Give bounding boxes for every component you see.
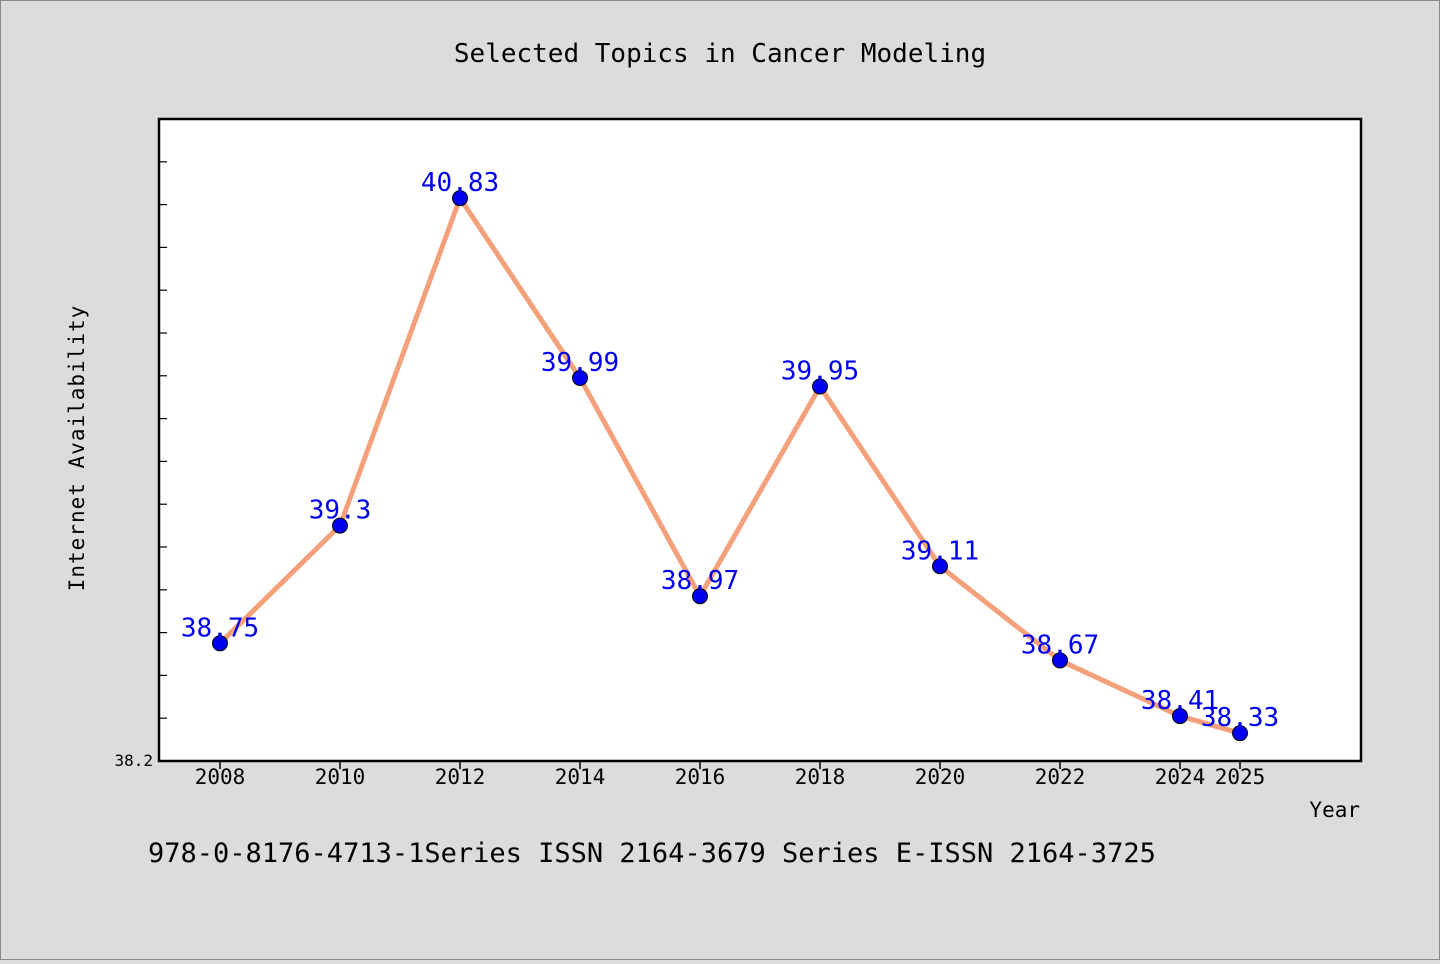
series-line bbox=[217, 195, 1243, 736]
x-axis-label: Year bbox=[1309, 798, 1360, 822]
data-point bbox=[452, 190, 468, 207]
y-tick-label-min: 38.2 bbox=[114, 751, 153, 770]
x-tick-label: 2022 bbox=[1035, 765, 1086, 789]
data-label: 38.67 bbox=[1021, 630, 1099, 660]
series-layer bbox=[212, 190, 1248, 742]
chart-title: Selected Topics in Cancer Modeling bbox=[454, 39, 986, 69]
data-labels: 38.75 39.3 40.83 39.99 38.97 39.95 39.11 38.67 3… bbox=[181, 168, 1279, 733]
data-label: 38.33 bbox=[1201, 703, 1279, 733]
x-tick-label: 2014 bbox=[555, 765, 606, 789]
data-point bbox=[1052, 652, 1068, 669]
y-axis-label: Internet Availability bbox=[65, 305, 89, 592]
x-tick-label: 2008 bbox=[195, 765, 246, 789]
data-point bbox=[332, 517, 348, 534]
x-tick-label: 2025 bbox=[1215, 765, 1266, 789]
data-label: 39.3 bbox=[309, 496, 372, 526]
x-tick-label: 2016 bbox=[675, 765, 726, 789]
plot-area bbox=[157, 117, 1363, 763]
x-tick-label: 2020 bbox=[915, 765, 966, 789]
data-point bbox=[932, 558, 948, 575]
data-point bbox=[572, 369, 588, 386]
x-axis-ticks: 2008 2010 2012 2014 2016 2018 2020 2022 2024 2025 bbox=[195, 761, 1266, 789]
data-point bbox=[212, 635, 228, 652]
x-tick-label: 2018 bbox=[795, 765, 846, 789]
data-label: 38.75 bbox=[181, 613, 259, 643]
data-label: 40.83 bbox=[421, 168, 499, 198]
x-tick-label: 2010 bbox=[315, 765, 366, 789]
data-label: 38.41 bbox=[1141, 686, 1219, 716]
x-tick-label: 2012 bbox=[435, 765, 486, 789]
footer-text: 978-0-8176-4713-1Series ISSN 2164-3679 S… bbox=[148, 838, 1156, 869]
data-point bbox=[692, 588, 708, 605]
data-point bbox=[1232, 725, 1248, 742]
data-point bbox=[1172, 708, 1188, 725]
data-label: 39.95 bbox=[781, 357, 859, 387]
data-label: 38.97 bbox=[661, 566, 739, 596]
data-point bbox=[812, 378, 828, 395]
data-label: 39.11 bbox=[901, 536, 979, 566]
data-label: 39.99 bbox=[541, 348, 619, 378]
x-tick-label: 2024 bbox=[1155, 765, 1206, 789]
y-axis-ticks bbox=[159, 161, 167, 762]
